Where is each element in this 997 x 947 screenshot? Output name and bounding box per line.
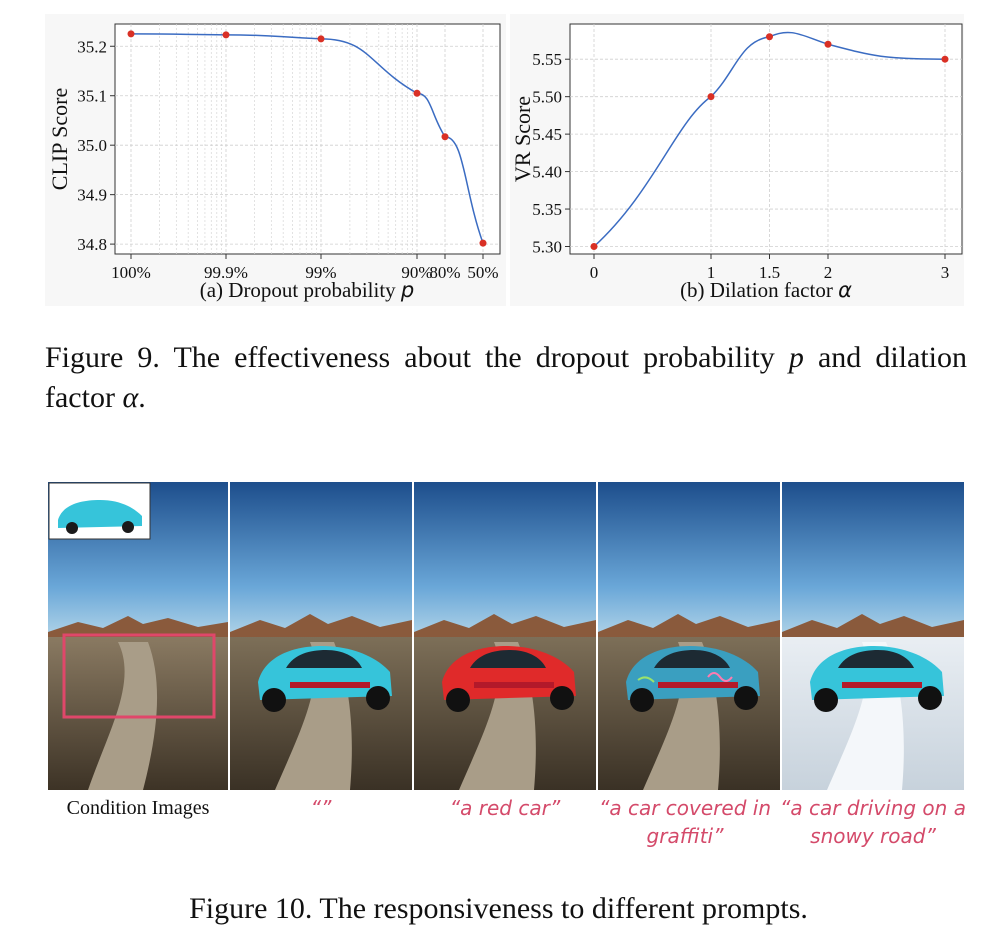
- car-window: [470, 650, 546, 668]
- y-tick-label: 34.9: [77, 186, 107, 205]
- data-point: [707, 93, 715, 101]
- data-point: [766, 33, 773, 41]
- result-image-empty-prompt: [230, 482, 412, 790]
- x-tick-label: 90%: [401, 263, 432, 282]
- x-axis-caption-symbol: p: [400, 278, 414, 302]
- data-point: [127, 30, 135, 38]
- mesa-hills: [414, 614, 596, 642]
- sky: [782, 482, 964, 632]
- x-tick-label: 0: [590, 263, 599, 282]
- sky: [598, 482, 780, 632]
- y-tick-label: 35.2: [77, 37, 107, 56]
- result-panel-snowy: [782, 482, 964, 790]
- car-taillight: [290, 682, 370, 688]
- y-tick-label: 5.40: [532, 163, 562, 182]
- car-wheel: [262, 688, 286, 712]
- car-window: [838, 650, 914, 668]
- y-tick-label: 5.50: [532, 88, 562, 107]
- car-wheel: [814, 688, 838, 712]
- label-empty-prompt: “”: [310, 796, 332, 820]
- plot-area: [114, 23, 501, 255]
- condition-image-panel: [48, 482, 228, 790]
- car-window: [286, 650, 362, 668]
- label-red-car: “a red car”: [449, 796, 561, 820]
- mesa-hills: [782, 614, 964, 642]
- mesa-hills: [598, 614, 780, 642]
- mesa-hills: [230, 614, 412, 642]
- x-tick-label: 99.9%: [204, 263, 248, 282]
- data-point: [941, 55, 949, 63]
- x-tick-label: 1: [707, 263, 716, 282]
- data-point: [590, 243, 598, 251]
- figure9-caption: Figure 9. The effectiveness about the dr…: [45, 338, 967, 418]
- result-image-graffiti: [598, 482, 780, 790]
- y-tick-label: 5.35: [532, 200, 562, 219]
- sky: [414, 482, 596, 632]
- y-axis-label: VR Score: [510, 96, 535, 182]
- car-wheel: [366, 686, 390, 710]
- car-window: [654, 650, 730, 668]
- result-panel-red-car: [414, 482, 596, 790]
- figure10-image-strip: [48, 482, 964, 790]
- y-axis-label: CLIP Score: [47, 88, 72, 190]
- chart-dropout-svg: 100% 99.9% 99% 90%80% 50% 34.8 34.9 35.0 35.1 35.…: [45, 14, 506, 306]
- x-axis-caption: (b) Dilation factor α: [680, 278, 852, 302]
- car-wheel: [918, 686, 942, 710]
- data-point: [222, 31, 230, 39]
- plot-area: [569, 23, 963, 255]
- result-image-snowy: [782, 482, 964, 790]
- figure9-caption-text3: .: [138, 381, 146, 414]
- car-wheel: [630, 688, 654, 712]
- condition-region-box: [62, 633, 216, 719]
- y-tick-label: 5.30: [532, 238, 562, 257]
- figure10-caption: Figure 10. The responsiveness to differe…: [189, 892, 808, 925]
- x-axis-caption-text: (b) Dilation factor: [680, 278, 838, 302]
- car-taillight: [474, 682, 554, 688]
- data-point: [824, 40, 832, 48]
- y-tick-label: 34.8: [77, 235, 107, 254]
- x-axis-caption-text: (a) Dropout probability: [200, 278, 401, 302]
- result-image-red-car: [414, 482, 596, 790]
- y-tick-label: 5.45: [532, 125, 562, 144]
- sky: [230, 482, 412, 632]
- figure9-symbol-p: p: [788, 341, 804, 374]
- car-wheel: [446, 688, 470, 712]
- x-tick-label: 3: [941, 263, 950, 282]
- result-panel-empty-prompt: [230, 482, 412, 790]
- x-tick-label: 80%: [429, 263, 460, 282]
- x-tick-label: 50%: [467, 263, 498, 282]
- x-tick-label: 99%: [305, 263, 336, 282]
- car-wheel: [550, 686, 574, 710]
- figure9-symbol-alpha: α: [122, 381, 139, 414]
- y-tick-label: 35.1: [77, 87, 107, 106]
- y-tick-label: 5.55: [532, 50, 562, 69]
- series-line: [130, 33, 484, 244]
- x-tick-label: 100%: [111, 263, 151, 282]
- series-line: [593, 31, 946, 248]
- data-point: [441, 133, 449, 141]
- label-snowy-road: “a car driving on a snowy road”: [780, 796, 966, 848]
- car-taillight: [842, 682, 922, 688]
- graffiti-mark: [637, 676, 655, 683]
- car-taillight: [658, 682, 738, 688]
- result-panel-graffiti: [598, 482, 780, 790]
- y-tick-label: 35.0: [77, 136, 107, 155]
- figure9-caption-text2: and dilation factor: [45, 341, 967, 414]
- x-tick-label: 2: [824, 263, 833, 282]
- x-tick-label: 1.5: [759, 263, 780, 282]
- graffiti-mark: [707, 672, 733, 682]
- label-condition-images: Condition Images: [66, 797, 210, 819]
- data-point: [317, 35, 325, 43]
- condition-scene-image: [48, 482, 228, 790]
- x-axis-caption: (a) Dropout probability p: [200, 278, 415, 302]
- data-point: [479, 239, 487, 247]
- data-point: [413, 89, 421, 97]
- label-graffiti: “a car covered in graffiti”: [599, 796, 771, 848]
- x-axis-caption-symbol: α: [838, 278, 852, 302]
- car-wheel: [734, 686, 758, 710]
- figure9-caption-text1: Figure 9. The effectiveness about the dr…: [45, 341, 789, 374]
- chart-dilation-svg: 0 1 1.5 2 3 5.30 5.35 5.40 5.45 5.50 5.55 VR Score (…: [510, 14, 964, 306]
